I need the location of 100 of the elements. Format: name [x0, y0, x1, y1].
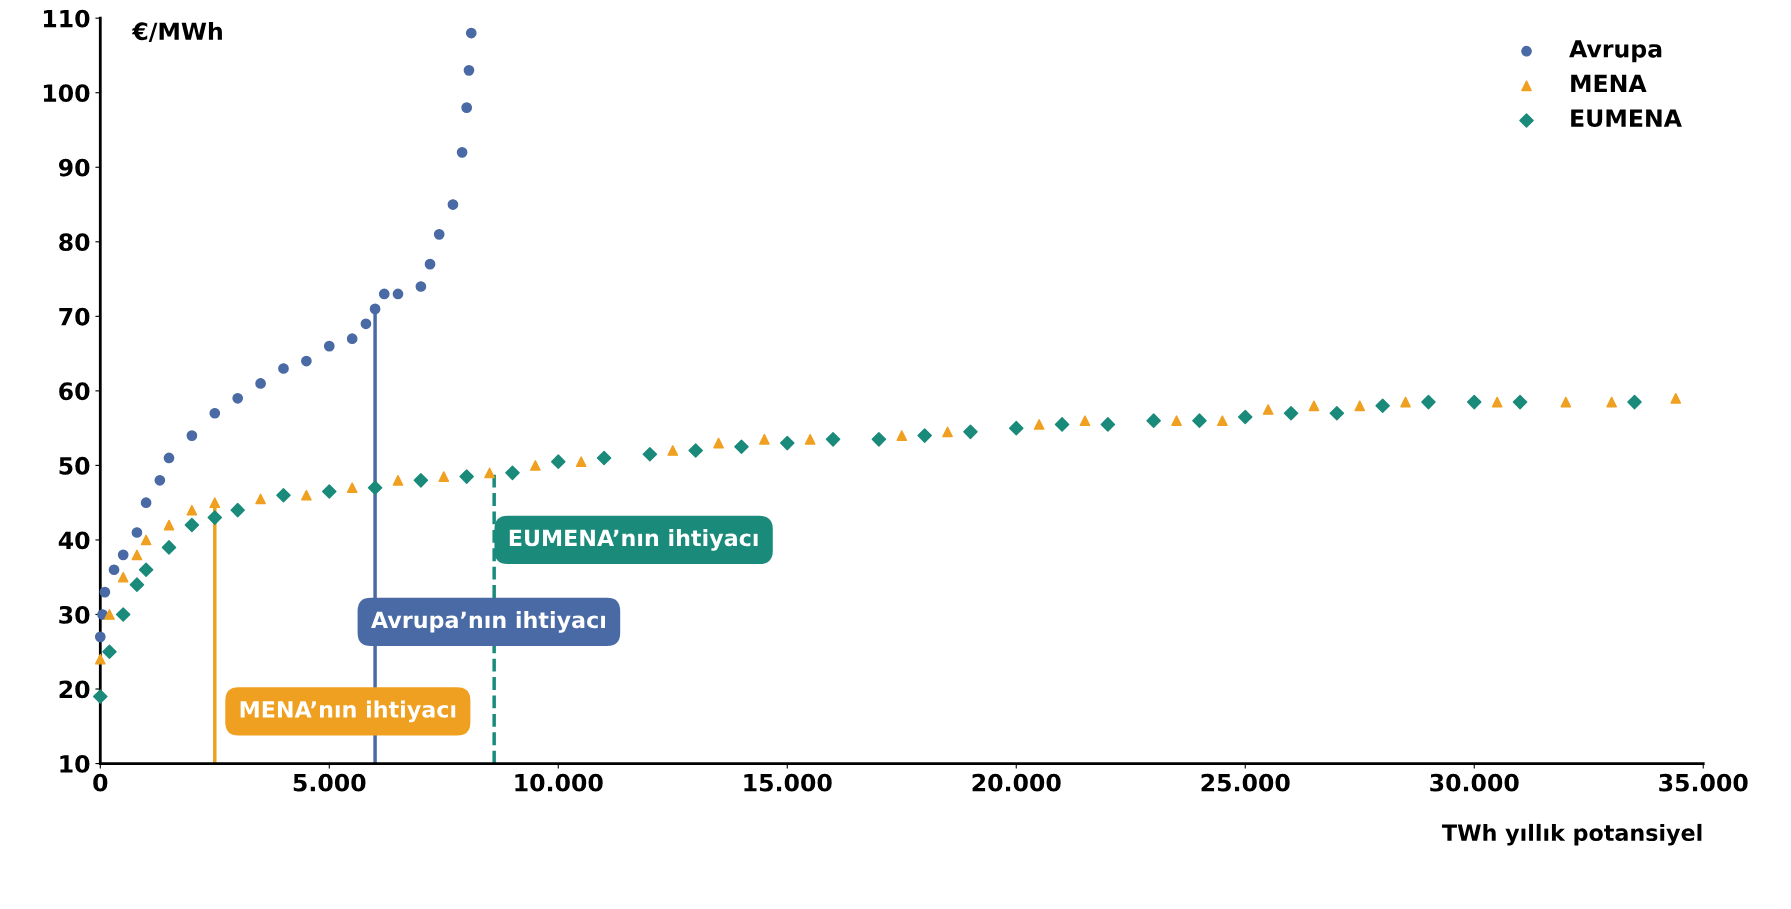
point [871, 432, 887, 447]
point [207, 510, 223, 525]
point [94, 653, 106, 665]
y-tick-label: 90 [58, 158, 90, 177]
point [1100, 417, 1116, 432]
point [484, 467, 495, 479]
point [117, 549, 129, 561]
legend-label: MENA [1571, 74, 1647, 93]
point [360, 318, 372, 330]
point [734, 439, 749, 455]
x-tick-label: 10.000 [515, 773, 603, 792]
point [186, 430, 198, 441]
point [184, 517, 200, 533]
point [301, 489, 312, 501]
point [230, 502, 245, 518]
point [367, 480, 383, 496]
point [459, 469, 474, 484]
point [1670, 392, 1682, 404]
point [1054, 417, 1070, 432]
point [129, 577, 145, 592]
point [505, 465, 520, 481]
x-tick-label: 20.000 [972, 773, 1061, 792]
point [642, 446, 658, 462]
point [278, 363, 289, 374]
point [550, 454, 566, 469]
x-axis-title: TWh yıllık potansiyel [1442, 823, 1702, 846]
x-tick-label: 15.000 [744, 773, 832, 792]
point [131, 527, 143, 538]
point [378, 288, 390, 300]
point [392, 288, 404, 300]
point [93, 689, 108, 704]
point [942, 426, 953, 438]
point [779, 435, 795, 451]
point [209, 407, 221, 419]
point [1308, 400, 1320, 412]
point [186, 504, 198, 516]
point [596, 450, 612, 466]
point [392, 474, 404, 486]
point [94, 631, 106, 643]
point [232, 392, 244, 404]
point [1375, 398, 1390, 414]
y-tick-label: 70 [59, 307, 90, 326]
point [1237, 409, 1253, 425]
point [917, 428, 932, 443]
point [1008, 420, 1024, 436]
point [140, 534, 152, 546]
point [1421, 394, 1436, 410]
point [138, 562, 154, 578]
point [465, 27, 477, 39]
x-tick-label: 0 [93, 773, 108, 792]
point [1192, 413, 1207, 428]
point [896, 430, 908, 441]
ref-line-label: Avrupa’nın ihtiyacı [371, 611, 605, 633]
point [255, 493, 266, 505]
point [415, 281, 427, 292]
point [1079, 415, 1091, 427]
point [209, 497, 221, 509]
y-tick-label: 80 [59, 233, 90, 252]
point [1262, 404, 1274, 415]
point [1354, 400, 1366, 412]
y-tick-label: 110 [43, 9, 90, 28]
point [1491, 396, 1503, 408]
point [102, 644, 117, 660]
y-tick-label: 30 [59, 605, 90, 624]
point [463, 65, 475, 76]
point [713, 437, 724, 449]
legend-label: Avrupa [1569, 40, 1662, 63]
point [140, 497, 152, 509]
x-tick-label: 25.000 [1201, 773, 1290, 792]
point [667, 445, 679, 456]
point [323, 340, 335, 352]
point [97, 609, 108, 620]
point [1033, 419, 1045, 430]
point [104, 609, 115, 620]
y-tick-label: 60 [59, 382, 90, 401]
point [759, 433, 770, 445]
legend-label: EUMENA [1571, 109, 1682, 128]
point [461, 102, 473, 113]
point [1217, 415, 1228, 427]
point [1283, 405, 1299, 421]
x-tick-label: 35.000 [1659, 773, 1748, 792]
point [1400, 396, 1411, 408]
point [131, 549, 143, 561]
point [108, 564, 120, 576]
point [163, 519, 175, 531]
point [99, 586, 111, 598]
y-tick-label: 20 [59, 680, 90, 699]
point [115, 607, 131, 622]
point [1146, 413, 1161, 428]
point [322, 484, 337, 499]
point [161, 540, 177, 555]
point [424, 258, 436, 270]
point [1171, 415, 1182, 427]
y-tick-label: 10 [60, 755, 90, 773]
x-tick-label: 5.000 [293, 773, 366, 792]
point [1466, 394, 1482, 410]
point [1512, 394, 1528, 410]
point [575, 456, 587, 468]
point [346, 333, 358, 345]
point [301, 355, 312, 367]
